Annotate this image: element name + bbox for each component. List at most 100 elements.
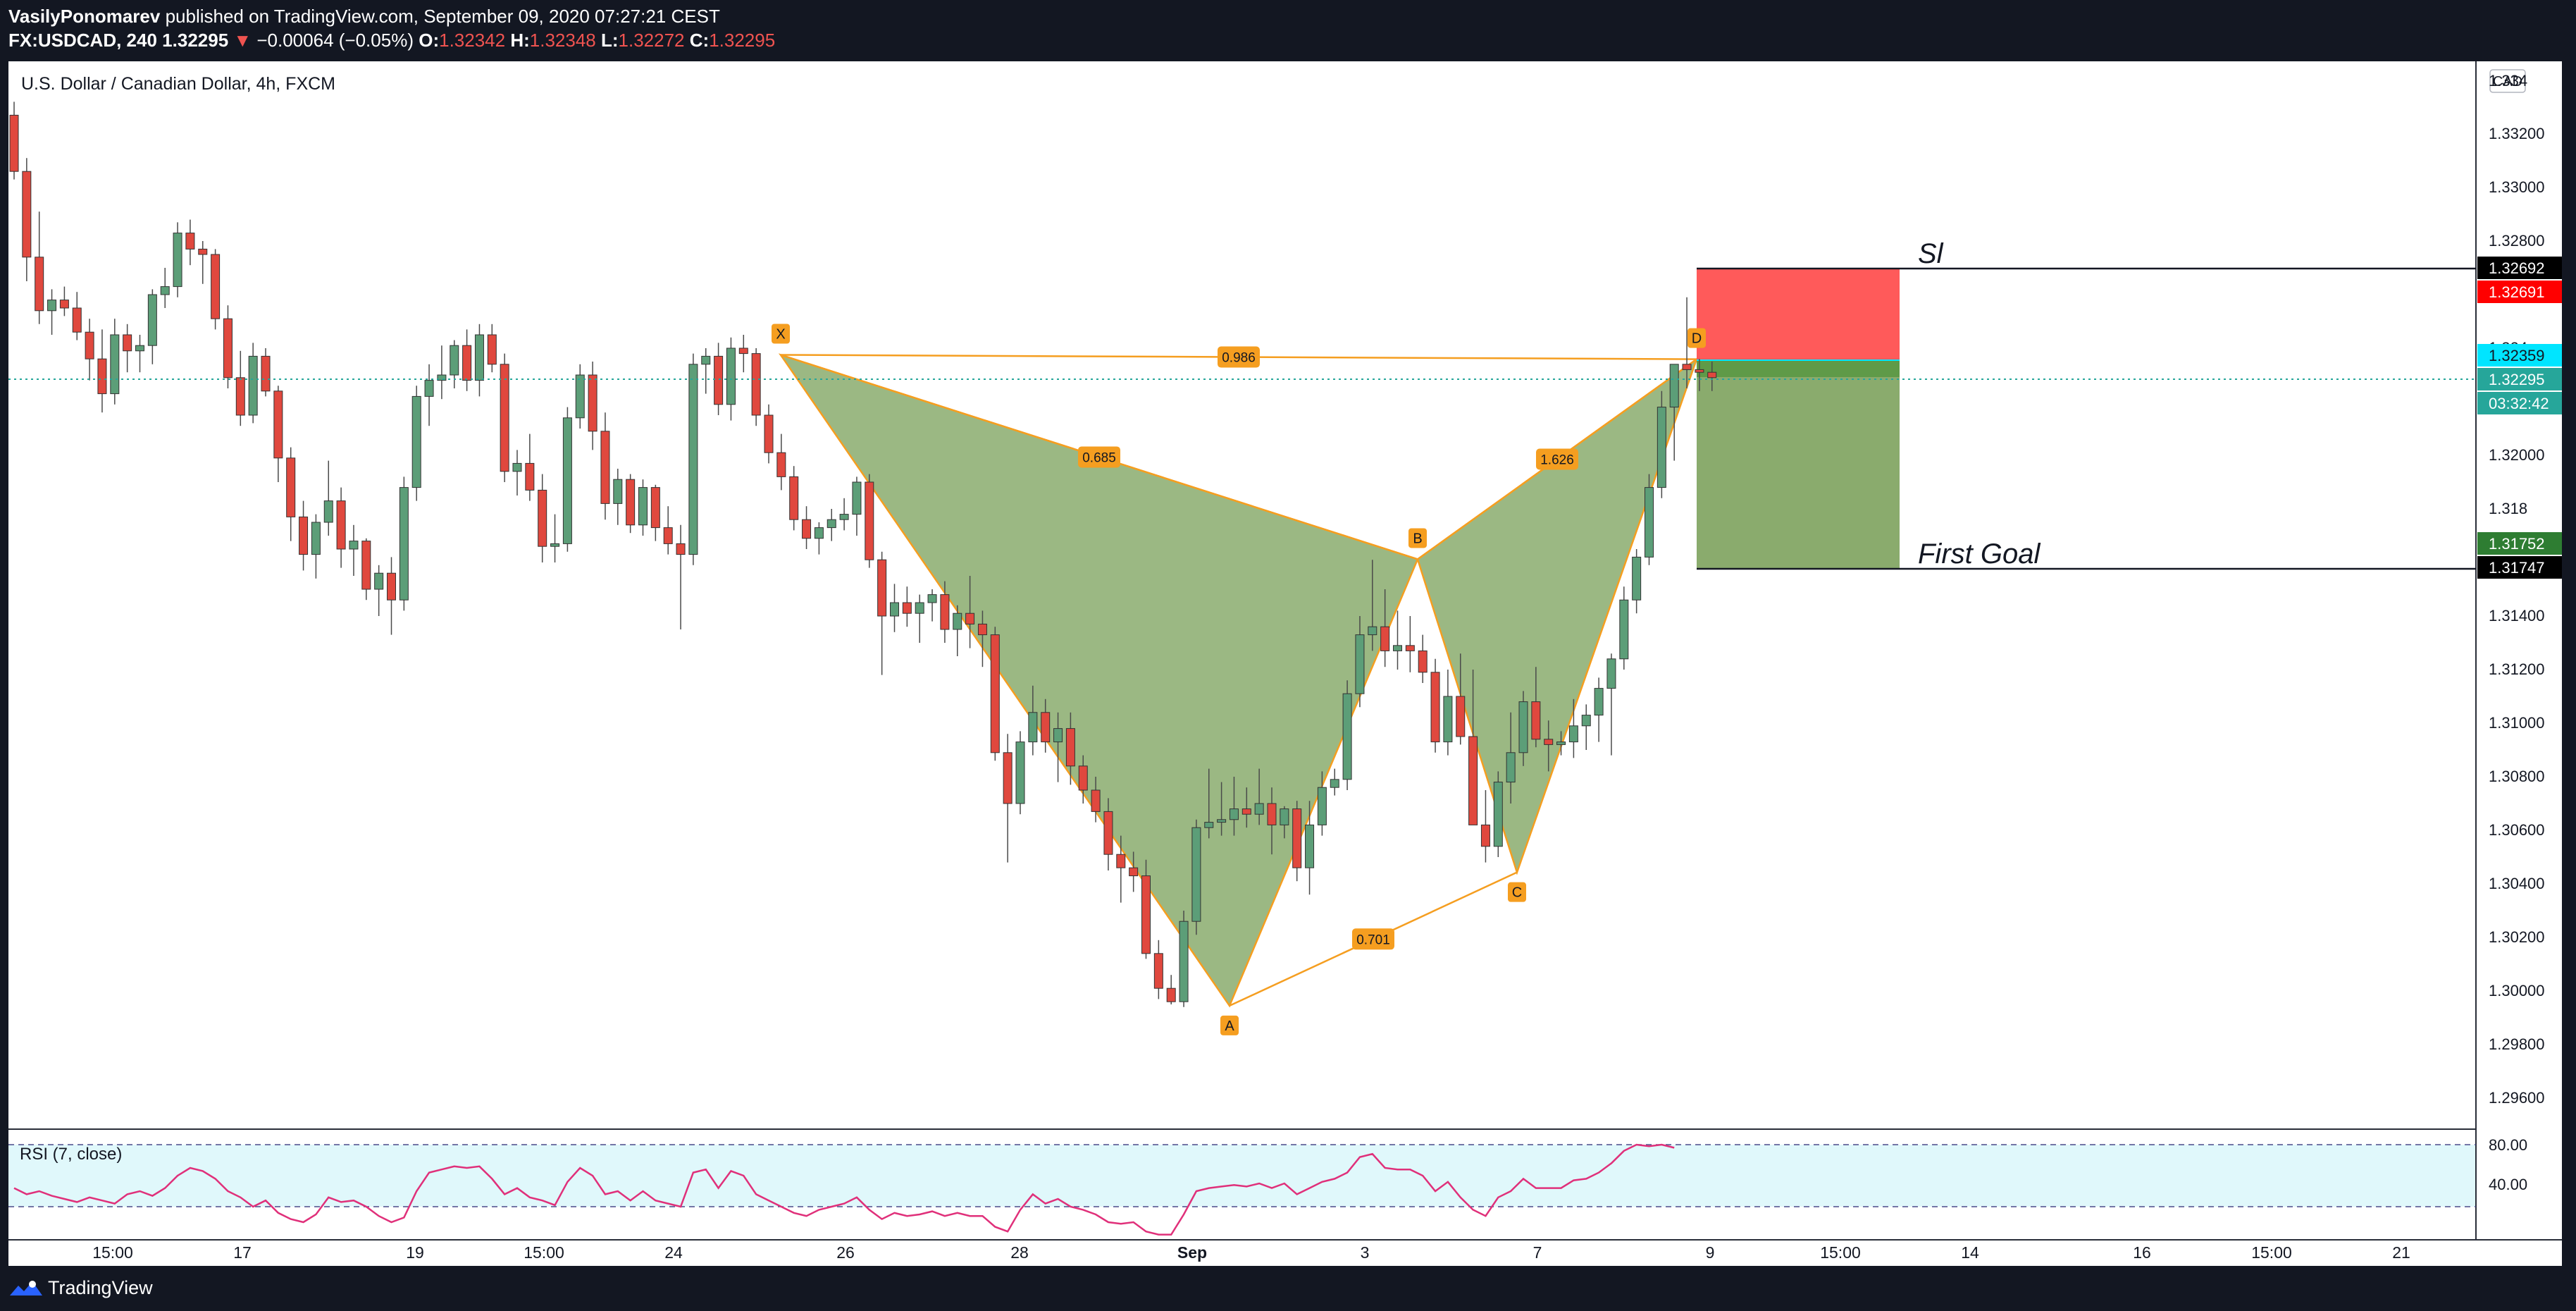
candle-body	[1443, 696, 1453, 743]
candle-body	[198, 248, 208, 255]
candle-body	[235, 377, 245, 416]
harmonic-pattern[interactable]	[778, 353, 1699, 1008]
candle-body	[1116, 854, 1126, 868]
candle-body	[1204, 822, 1214, 828]
candle-body	[47, 300, 57, 312]
candle-body	[1556, 741, 1566, 745]
price-tick: 1.30800	[2489, 768, 2545, 785]
candle-body	[575, 374, 585, 419]
stop-annotation[interactable]: Sl	[1697, 238, 2476, 270]
pattern-point-label: X	[776, 327, 785, 343]
candle-body	[877, 559, 887, 617]
candle-body	[1041, 712, 1051, 743]
ratio-badge	[1218, 346, 1260, 368]
candle-body	[1028, 712, 1038, 743]
price-tick: 1.29800	[2489, 1035, 2545, 1053]
candle-body	[676, 543, 686, 555]
candle-body	[1619, 599, 1629, 660]
time-tick: 7	[1533, 1243, 1542, 1262]
candle-body	[1003, 752, 1013, 804]
last-price: 1.32295	[162, 30, 229, 51]
candle-body	[1103, 811, 1113, 855]
candle-body	[1129, 867, 1139, 877]
candle-body	[173, 233, 182, 288]
time-tick: 15:00	[524, 1243, 564, 1262]
pattern-point-label: C	[1512, 885, 1522, 901]
price-tick: 1.33200	[2489, 125, 2545, 142]
candle-body	[714, 355, 724, 405]
price-tick: 1.31200	[2489, 660, 2545, 678]
candle-body	[940, 594, 950, 630]
candle-body	[1456, 696, 1466, 737]
time-axis[interactable]: 15:00 17 19 15:00 24 26 28 Sep 3 7 9 15:…	[92, 1243, 2410, 1262]
candle-body	[135, 345, 144, 352]
candle-body	[387, 572, 396, 601]
candle-body	[336, 500, 346, 550]
candle-body	[1544, 739, 1554, 745]
stop-price-tag	[2477, 281, 2562, 303]
candle-body	[802, 519, 812, 539]
candle-body	[738, 347, 748, 355]
tradingview-logo-icon[interactable]	[8, 1277, 44, 1298]
candle-body	[1581, 715, 1591, 727]
sl-price-tag-text: 1.32692	[2489, 259, 2545, 277]
candle-body	[1254, 803, 1264, 815]
price-axis[interactable]: CAD 1.334 1.33200 1.33000 1.32800 1.324 …	[2489, 69, 2545, 1107]
candle-body	[902, 602, 912, 614]
candle-body	[977, 623, 987, 636]
goal-price-tag	[2477, 556, 2562, 579]
candle-body	[349, 541, 359, 550]
pattern-point-label: A	[1225, 1018, 1234, 1034]
pattern-labels[interactable]: X A B C D 0.986 0.685 0.701 1.626	[772, 324, 1706, 1035]
rsi-pane[interactable]: RSI (7, close) 80.00 40.00	[8, 1136, 2527, 1236]
candle-body	[462, 345, 472, 381]
candle-body	[852, 481, 862, 515]
candle-body	[650, 487, 660, 529]
candle-body	[990, 634, 1000, 753]
high-label: H:	[510, 30, 530, 51]
time-tick: 17	[233, 1243, 252, 1262]
low-value: 1.32272	[618, 30, 685, 51]
candle-body	[9, 114, 19, 172]
author-name[interactable]: VasilyPonomarev	[8, 6, 161, 27]
candle-body	[85, 331, 94, 359]
candle-body	[1430, 672, 1440, 743]
price-tick: 1.30400	[2489, 875, 2545, 892]
entry-price-tag-text: 1.32359	[2489, 347, 2545, 364]
position-tool[interactable]	[1697, 269, 1900, 569]
candle-body	[450, 345, 459, 376]
candle-body	[588, 374, 597, 432]
ratio-badge	[1078, 446, 1120, 468]
entry-band	[1697, 360, 1900, 377]
rsi-band	[8, 1145, 2476, 1207]
candle-body	[361, 541, 371, 590]
ratio-badge	[1536, 448, 1578, 470]
publish-line: VasilyPonomarev published on TradingView…	[8, 6, 720, 27]
candle-body	[1531, 701, 1541, 740]
candle-body	[953, 613, 962, 630]
ratio-label: 1.626	[1540, 453, 1574, 468]
chart-canvas[interactable]: U.S. Dollar / Canadian Dollar, 4h, FXCM …	[8, 61, 2562, 1266]
candle-body	[726, 347, 736, 405]
goal-annotation[interactable]: First Goal	[1697, 538, 2476, 570]
chart-frame[interactable]: U.S. Dollar / Canadian Dollar, 4h, FXCM …	[8, 61, 2562, 1266]
candle-body	[701, 355, 711, 365]
candle-body	[638, 487, 648, 526]
candle-body	[211, 254, 221, 319]
price-tick: 1.33000	[2489, 178, 2545, 196]
ohlc-line: FX:USDCAD, 240 1.32295 ▼ −0.00064 (−0.05…	[8, 30, 775, 51]
candle-body	[1241, 808, 1251, 815]
price-tick: 1.334	[2489, 72, 2527, 90]
time-tick: 3	[1361, 1243, 1370, 1262]
rsi-line	[13, 1143, 1675, 1236]
ratio-label: 0.685	[1082, 450, 1116, 465]
rsi-label: RSI (7, close)	[20, 1145, 122, 1164]
brand-name[interactable]: TradingView	[48, 1277, 153, 1298]
time-tick: 28	[1010, 1243, 1029, 1262]
candle-body	[123, 334, 132, 352]
publish-header: VasilyPonomarev published on TradingView…	[0, 0, 2576, 61]
candle-body	[1153, 953, 1163, 989]
time-tick: 16	[2133, 1243, 2151, 1262]
candle-body	[1568, 725, 1578, 743]
candle-body	[688, 364, 698, 555]
